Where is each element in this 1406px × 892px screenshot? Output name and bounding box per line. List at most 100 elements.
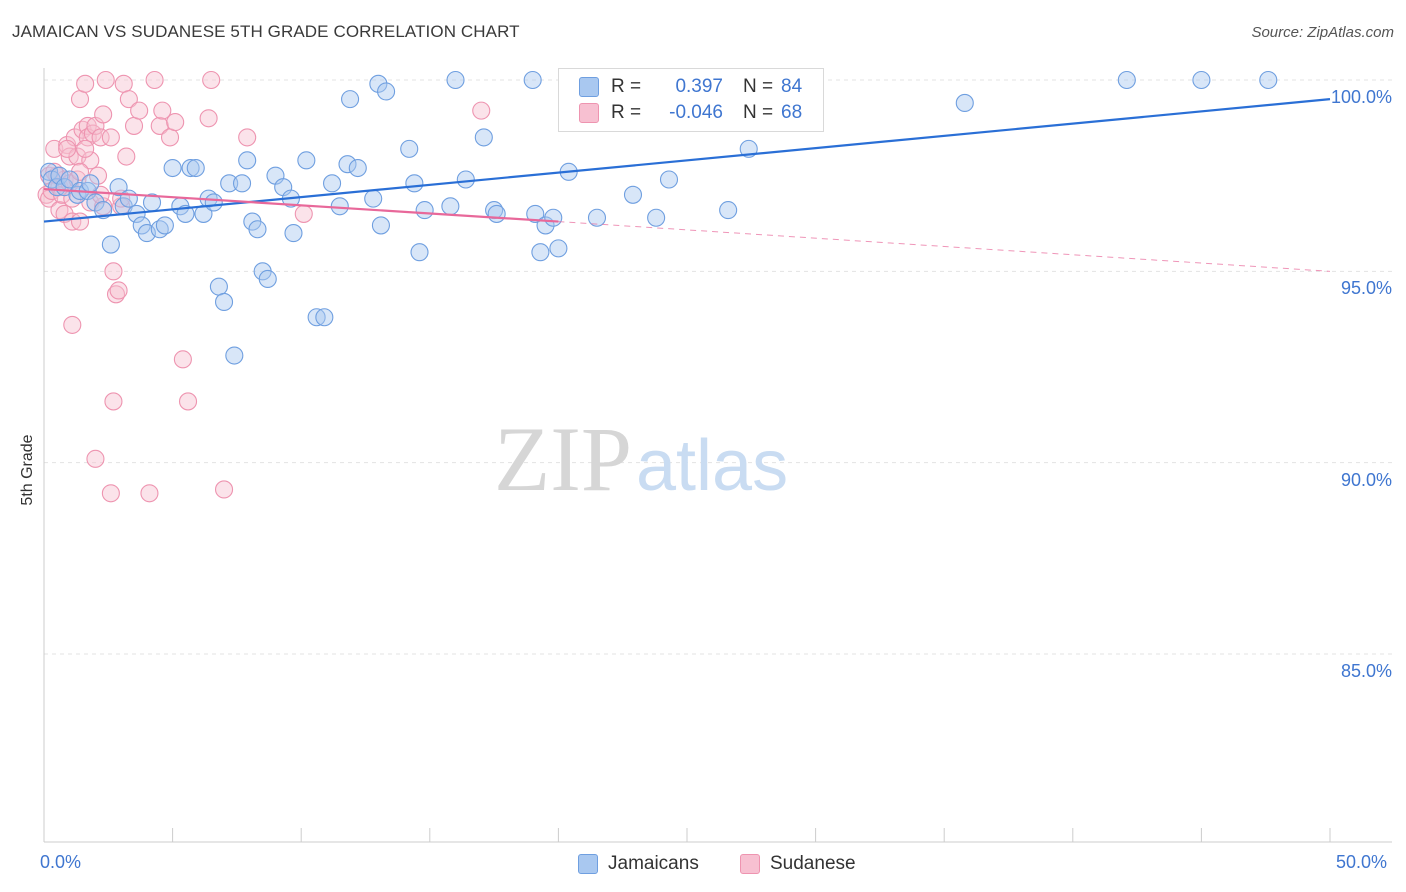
- legend-n-value: 68: [781, 102, 803, 123]
- point-jamaicans: [307, 308, 326, 327]
- legend-r-label: R =: [611, 102, 642, 123]
- trend-line-jamaicans: [43, 98, 1331, 223]
- point-jamaicans: [526, 204, 545, 223]
- point-sudanese: [88, 166, 108, 185]
- point-sudanese: [76, 74, 95, 93]
- point-sudanese: [101, 128, 120, 147]
- point-jamaicans: [377, 82, 396, 101]
- source-label: Source: ZipAtlas.com: [1251, 24, 1394, 41]
- point-sudanese: [238, 128, 257, 147]
- point-jamaicans: [258, 269, 277, 289]
- point-jamaicans: [405, 174, 424, 193]
- point-jamaicans: [456, 170, 475, 189]
- point-jamaicans: [119, 189, 138, 208]
- point-jamaicans: [315, 308, 334, 327]
- point-jamaicans: [446, 70, 465, 90]
- point-sudanese: [199, 109, 218, 128]
- legend-swatch-sudanese: [579, 103, 599, 123]
- point-sudanese: [202, 70, 221, 90]
- point-sudanese: [150, 116, 169, 135]
- point-jamaicans: [587, 208, 607, 227]
- point-jamaicans: [214, 292, 234, 311]
- series-swatch-jamaicans: [578, 854, 598, 874]
- point-sudanese: [104, 262, 123, 281]
- point-sudanese: [153, 101, 172, 120]
- point-jamaicans: [400, 139, 419, 158]
- point-sudanese: [70, 212, 90, 231]
- point-jamaicans: [348, 158, 367, 178]
- legend-r-label: R =: [611, 76, 642, 97]
- point-jamaicans: [220, 174, 239, 193]
- point-jamaicans: [204, 193, 223, 212]
- point-jamaicans: [163, 158, 182, 178]
- point-sudanese: [124, 116, 144, 135]
- stats-legend: R = 0.397 N = 84 R = -0.046 N = 68: [558, 68, 824, 132]
- legend-n-label: N =: [743, 76, 774, 97]
- point-jamaicans: [238, 151, 257, 170]
- point-jamaicans: [341, 90, 360, 109]
- point-jamaicans: [186, 158, 205, 178]
- point-jamaicans: [410, 243, 429, 262]
- point-jamaicans: [544, 208, 563, 227]
- point-sudanese: [96, 70, 115, 90]
- point-jamaicans: [109, 178, 128, 197]
- point-sudanese: [63, 315, 82, 334]
- y-tick-label: 90.0%: [1340, 469, 1392, 490]
- point-sudanese: [101, 484, 120, 503]
- point-jamaicans: [1117, 70, 1136, 90]
- watermark-zip: ZIP: [494, 408, 632, 510]
- point-sudanese: [58, 136, 77, 155]
- point-jamaicans: [60, 170, 79, 189]
- point-sudanese: [81, 151, 100, 170]
- point-sudanese: [119, 90, 138, 109]
- point-jamaicans: [623, 185, 643, 204]
- point-sudanese: [70, 90, 90, 109]
- point-sudanese: [294, 204, 313, 223]
- y-tick-label: 95.0%: [1340, 278, 1392, 299]
- point-jamaicans: [323, 174, 342, 193]
- point-sudanese: [472, 101, 491, 120]
- watermark-atlas: atlas: [636, 426, 788, 506]
- point-jamaicans: [297, 151, 316, 170]
- point-sudanese: [63, 212, 82, 231]
- watermark: ZIP atlas: [494, 408, 788, 510]
- point-sudanese: [109, 281, 128, 300]
- point-sudanese: [58, 139, 77, 158]
- point-jamaicans: [474, 128, 493, 147]
- series-swatch-sudanese: [740, 854, 760, 874]
- point-jamaicans: [176, 204, 195, 223]
- point-jamaicans: [330, 197, 349, 216]
- point-jamaicans: [415, 201, 434, 220]
- point-sudanese: [214, 480, 234, 499]
- point-jamaicans: [338, 155, 357, 174]
- legend-n-value: 84: [781, 76, 803, 97]
- legend-swatch-jamaicans: [579, 77, 599, 97]
- point-sudanese: [145, 70, 164, 90]
- point-jamaicans: [719, 201, 738, 220]
- point-sudanese: [173, 350, 192, 369]
- point-jamaicans: [86, 193, 105, 212]
- legend-row-jamaicans: R = 0.397 N = 84: [579, 75, 802, 99]
- point-jamaicans: [225, 346, 244, 365]
- point-jamaicans: [50, 166, 69, 185]
- point-sudanese: [117, 147, 136, 166]
- series-legend-sudanese: Sudanese: [740, 852, 856, 876]
- point-jamaicans: [209, 277, 228, 296]
- point-jamaicans: [364, 189, 383, 208]
- point-sudanese: [160, 128, 180, 147]
- point-sudanese: [94, 105, 113, 124]
- point-jamaicans: [659, 170, 679, 189]
- point-jamaicans: [487, 204, 506, 223]
- point-jamaicans: [1259, 70, 1278, 90]
- x-tick-min: 0.0%: [40, 852, 82, 872]
- point-jamaicans: [523, 70, 542, 90]
- y-tick-label: 85.0%: [1340, 661, 1392, 681]
- axes: [43, 68, 1392, 843]
- point-sudanese: [114, 74, 133, 93]
- point-jamaicans: [248, 220, 267, 239]
- point-jamaicans: [181, 158, 200, 178]
- data-points: [37, 70, 1278, 503]
- point-sudanese: [104, 392, 123, 411]
- point-jamaicans: [81, 174, 100, 193]
